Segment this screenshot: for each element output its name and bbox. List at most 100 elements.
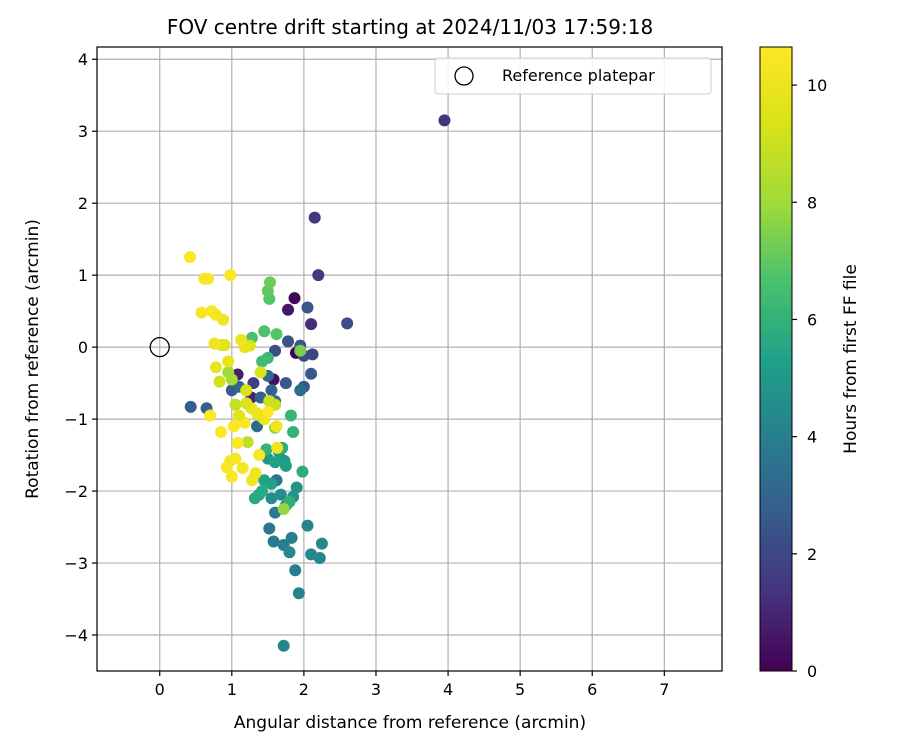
- data-point: [265, 384, 278, 397]
- data-point: [195, 306, 208, 319]
- x-axis-ticks: 0 1 2 3 4 5 6 7: [155, 671, 669, 699]
- legend-label: Reference platepar: [502, 66, 655, 85]
- x-tick-label: 3: [371, 680, 381, 699]
- x-tick-label: 1: [227, 680, 237, 699]
- y-tick-label: −1: [64, 410, 88, 429]
- data-point: [282, 303, 295, 316]
- data-point: [222, 355, 235, 368]
- colorbar-tick-label: 10: [807, 76, 827, 95]
- x-tick-label: 2: [299, 680, 309, 699]
- data-point: [241, 436, 254, 449]
- x-tick-label: 5: [515, 680, 525, 699]
- data-point: [253, 449, 266, 462]
- grid-lines: [97, 47, 722, 671]
- data-point: [294, 384, 307, 397]
- data-point: [301, 301, 314, 314]
- data-point: [296, 465, 309, 478]
- chart-title: FOV centre drift starting at 2024/11/03 …: [167, 15, 653, 39]
- y-tick-label: 1: [78, 266, 88, 285]
- data-point: [231, 436, 244, 449]
- x-tick-label: 7: [659, 680, 669, 699]
- colorbar-tick-label: 8: [807, 193, 817, 212]
- data-point: [274, 488, 287, 501]
- colorbar-label: Hours from first FF file: [841, 264, 861, 454]
- y-tick-label: 2: [78, 194, 88, 213]
- data-point: [283, 546, 296, 559]
- data-point: [341, 317, 354, 330]
- data-point: [184, 400, 197, 413]
- data-point: [269, 456, 282, 469]
- y-axis-ticks: −4 −3 −2 −1 0 1 2 3 4: [64, 50, 97, 645]
- data-point: [287, 426, 300, 439]
- y-tick-label: 4: [78, 50, 88, 69]
- x-tick-label: 4: [443, 680, 453, 699]
- colorbar-tick-label: 2: [807, 545, 817, 564]
- data-point: [313, 552, 326, 565]
- data-point: [227, 420, 240, 433]
- x-tick-label: 6: [587, 680, 597, 699]
- data-point: [312, 269, 325, 282]
- colorbar-tick-label: 4: [807, 428, 817, 447]
- data-point: [263, 522, 276, 535]
- data-point: [225, 373, 238, 386]
- data-point: [214, 426, 227, 439]
- data-point: [438, 114, 451, 127]
- data-point: [271, 441, 284, 454]
- reference-marker: [149, 336, 170, 358]
- data-point: [254, 366, 267, 379]
- data-point: [236, 462, 249, 475]
- data-point: [277, 503, 290, 516]
- data-point: [220, 461, 233, 474]
- data-point: [315, 537, 328, 550]
- y-axis-label: Rotation from reference (arcmin): [23, 219, 43, 499]
- plot-frame: [96, 46, 723, 672]
- data-point: [202, 272, 215, 285]
- data-point: [204, 409, 217, 422]
- data-point: [235, 333, 248, 346]
- data-point: [308, 211, 321, 224]
- x-axis-label: Angular distance from reference (arcmin): [234, 713, 586, 733]
- data-point: [224, 269, 237, 282]
- data-point: [279, 459, 292, 472]
- data-point: [284, 409, 297, 422]
- data-point: [270, 328, 283, 341]
- data-point: [265, 492, 278, 505]
- data-point: [183, 251, 196, 264]
- data-point: [277, 639, 290, 652]
- data-point: [258, 474, 271, 487]
- data-point: [282, 335, 295, 348]
- data-point: [261, 405, 274, 418]
- data-point: [256, 485, 269, 498]
- data-point: [258, 325, 271, 338]
- data-point: [208, 337, 221, 350]
- y-tick-label: 0: [78, 338, 88, 357]
- data-point: [233, 409, 246, 422]
- y-tick-label: −2: [64, 482, 88, 501]
- data-point: [229, 398, 242, 411]
- reference-point: [149, 336, 170, 358]
- data-point: [264, 276, 277, 289]
- legend-box: [434, 57, 712, 95]
- data-points: [183, 114, 451, 652]
- data-point: [305, 367, 318, 380]
- data-point: [240, 397, 253, 410]
- legend: Reference platepar: [434, 57, 712, 95]
- y-tick-label: −4: [64, 626, 88, 645]
- data-point: [294, 344, 307, 357]
- data-point: [209, 361, 222, 374]
- data-point: [290, 481, 303, 494]
- data-point: [292, 587, 305, 600]
- data-point: [270, 420, 283, 433]
- data-point: [279, 377, 292, 390]
- colorbar-tick-label: 6: [807, 310, 817, 329]
- data-point: [285, 531, 298, 544]
- data-point: [213, 375, 226, 388]
- data-point: [217, 313, 230, 326]
- data-point: [306, 348, 319, 361]
- y-tick-label: 3: [78, 122, 88, 141]
- data-point: [288, 292, 301, 305]
- data-point: [245, 474, 258, 487]
- colorbar-gradient: [759, 46, 793, 672]
- data-point: [263, 395, 276, 408]
